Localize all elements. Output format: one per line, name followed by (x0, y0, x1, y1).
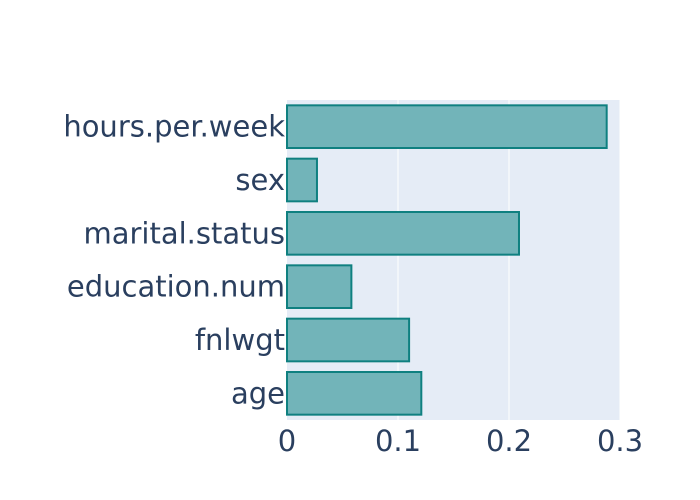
y-tick-label-age: age (231, 376, 285, 410)
bar-age (286, 371, 423, 416)
bars (286, 104, 608, 416)
y-tick-label-fnlwgt: fnlwgt (195, 323, 285, 357)
y-tick-label-education-num: education.num (67, 270, 285, 304)
bar-sex (286, 157, 318, 203)
bar-education-num (286, 264, 353, 310)
plot-background (287, 100, 620, 420)
x-axis-tick-labels: 0 0.1 0.2 0.3 (278, 424, 643, 458)
grid-lines (397, 100, 621, 420)
y-tick-label-hours-per-week: hours.per.week (63, 110, 285, 144)
y-tick-label-sex: sex (235, 163, 285, 197)
x-tick-label: 0.2 (486, 424, 532, 458)
y-tick-label-marital-status: marital.status (83, 216, 285, 250)
bar-hours-per-week (286, 104, 608, 150)
bar-fnlwgt (286, 317, 411, 363)
y-axis-tick-labels: age fnlwgt education.num marital.status sex h… (63, 110, 285, 411)
x-tick-label: 0 (278, 424, 296, 458)
x-tick-label: 0.3 (597, 424, 643, 458)
bar-marital-status (286, 211, 520, 256)
x-tick-label: 0.1 (375, 424, 421, 458)
